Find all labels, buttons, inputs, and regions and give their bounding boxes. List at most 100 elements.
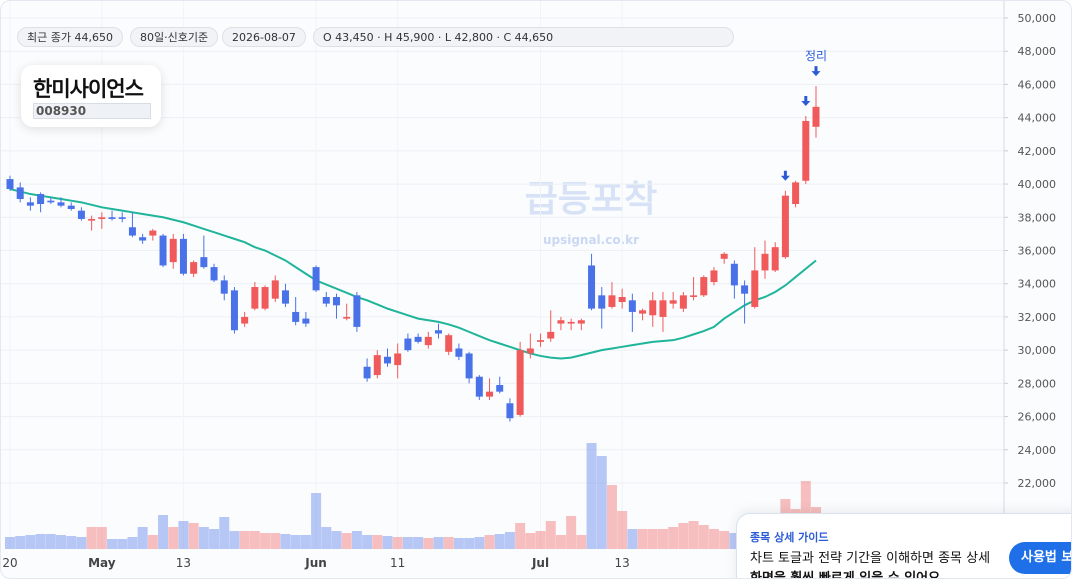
x-tick-label: 13 xyxy=(176,556,191,570)
candle-body xyxy=(220,280,228,294)
candle-body xyxy=(271,280,279,299)
signal-arrow xyxy=(811,66,821,77)
candle-body xyxy=(639,310,647,314)
volume-bar xyxy=(66,536,77,549)
volume-bar xyxy=(484,535,495,549)
candle-body xyxy=(730,263,738,286)
candle-body xyxy=(608,295,616,307)
volume-bar xyxy=(321,527,332,549)
candle-body xyxy=(363,366,371,379)
volume-bar xyxy=(729,533,740,549)
candle-body xyxy=(537,340,545,342)
volume-bar xyxy=(617,511,628,549)
volume-bar xyxy=(719,531,730,549)
volume-bar xyxy=(137,527,148,549)
candle-body xyxy=(98,217,106,219)
volume-bar xyxy=(96,527,107,549)
volume-bar xyxy=(596,456,607,549)
candle-body xyxy=(322,297,330,304)
volume-bar xyxy=(698,525,709,549)
volume-bar xyxy=(209,529,220,549)
volume-bar xyxy=(576,535,587,549)
title: 한미사이언스 xyxy=(33,77,144,101)
candle-body xyxy=(210,267,218,281)
x-tick-label: May xyxy=(88,556,116,570)
x-tick-label: Jul xyxy=(531,556,549,570)
candle-body xyxy=(781,195,789,258)
volume-bar xyxy=(35,534,46,549)
signal-arrow xyxy=(801,95,811,106)
popup-text: 차트 토글과 전략 기간을 이해하면 종목 상세 xyxy=(750,551,991,566)
volume-bar xyxy=(229,531,240,549)
volume-bar xyxy=(362,535,373,549)
candle-body xyxy=(230,290,238,331)
volume-bar xyxy=(688,521,699,549)
candle-body xyxy=(200,257,208,268)
y-tick-label: 24,000 xyxy=(1018,444,1057,457)
candle-body xyxy=(547,331,555,339)
y-tick-label: 48,000 xyxy=(1018,45,1057,58)
volume-bar xyxy=(15,536,26,549)
volume-bar xyxy=(453,538,464,549)
popup-heading: 종목 상세 가이드 xyxy=(750,531,829,544)
volume-bar xyxy=(566,516,577,549)
volume-bar xyxy=(372,535,383,549)
volume-bar xyxy=(107,539,118,549)
candle-body xyxy=(710,270,718,283)
candle-body xyxy=(761,253,769,271)
code: 008930 xyxy=(33,103,151,119)
volume-bar xyxy=(86,527,97,549)
candle-body xyxy=(465,353,473,379)
y-tick-label: 32,000 xyxy=(1018,311,1057,324)
candle-body xyxy=(506,403,514,419)
candle-body xyxy=(659,300,667,317)
candle-body xyxy=(241,316,249,324)
volume-bar xyxy=(627,529,638,549)
y-tick-label: 44,000 xyxy=(1018,112,1057,125)
watermark-brand: 급등포착 xyxy=(525,179,657,220)
volume-bar xyxy=(331,531,342,549)
volume-bar xyxy=(586,443,597,549)
candle-body xyxy=(332,297,340,306)
candle-body xyxy=(251,287,259,309)
candle-body xyxy=(302,318,310,324)
candle-body xyxy=(741,285,749,294)
candle-body xyxy=(588,265,596,309)
candle-body xyxy=(261,287,269,309)
volume-bar xyxy=(219,517,230,549)
candle-body xyxy=(149,230,157,236)
x-tick-label: Jun xyxy=(304,556,327,570)
x-tick-label: 11 xyxy=(390,556,405,570)
candle-body xyxy=(720,253,728,259)
candle-body xyxy=(383,356,391,364)
y-tick-label: 46,000 xyxy=(1018,78,1057,91)
signal-label: 정리 xyxy=(805,49,827,63)
volume-bar xyxy=(545,521,556,549)
guide-button[interactable]: 사용법 보기 xyxy=(1009,542,1071,574)
watermark-site: upsignal.co.kr xyxy=(543,233,639,247)
volume-bar xyxy=(168,527,179,549)
x-tick-label: 13 xyxy=(615,556,630,570)
signal-arrow xyxy=(780,170,790,181)
candle-body xyxy=(455,348,463,357)
candle-body xyxy=(281,290,289,304)
candle-body xyxy=(812,106,820,127)
volume-bar xyxy=(25,535,36,549)
volume-bar xyxy=(270,533,281,549)
candle-body xyxy=(577,320,585,324)
candle-body xyxy=(486,391,494,397)
volume-bar xyxy=(668,527,679,549)
candle-body xyxy=(190,262,198,274)
candle-body xyxy=(771,247,779,271)
popup-text: 화면을 훨씬 빠르게 읽을 수 있어요. xyxy=(750,571,946,579)
volume-bar xyxy=(188,523,199,549)
volume-bar xyxy=(117,539,128,549)
candle-body xyxy=(445,335,453,352)
volume-bar xyxy=(535,531,546,549)
candle-body xyxy=(414,336,422,342)
candle-body xyxy=(567,321,575,324)
volume-bar xyxy=(494,534,505,549)
candle-body xyxy=(516,350,524,415)
candle-body xyxy=(700,277,708,296)
